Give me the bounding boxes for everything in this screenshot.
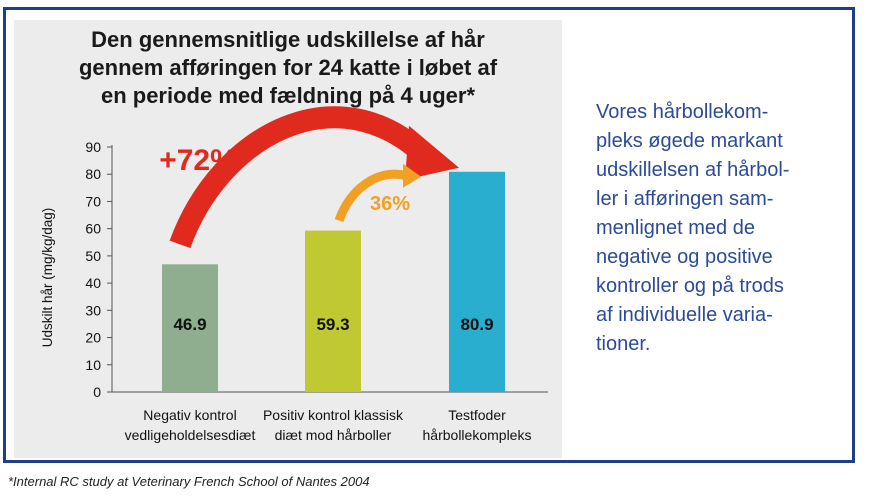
x-tick-label: Negativ kontrol (143, 407, 236, 423)
bar (162, 264, 218, 392)
side-text-line: menlignet med de (596, 217, 755, 239)
bar (449, 171, 505, 392)
increase-annotation-label: 36% (370, 193, 410, 215)
bar (305, 230, 361, 392)
y-tick-label: 40 (85, 275, 101, 291)
x-tick-label: hårbollekompleks (423, 427, 532, 443)
footnote: *Internal RC study at Veterinary French … (8, 474, 370, 489)
side-description: Vores hårbollekom- pleks øgede markant u… (596, 98, 836, 359)
x-tick-label: Positiv kontrol klassisk (263, 407, 404, 423)
y-tick-label: 0 (93, 384, 101, 400)
increase-annotation-label: +72% (159, 144, 237, 177)
increase-arrow-head (405, 125, 459, 180)
increase-arrow-shaft (334, 169, 409, 223)
chart-title-line: en periode med fældning på 4 uger* (100, 83, 476, 108)
chart-title-line: Den gennemsnitlige udskillelse af hår (91, 27, 485, 52)
side-text-line: udskillelsen af hårbol- (596, 159, 790, 181)
x-tick-label: vedligeholdelsesdiæt (125, 427, 256, 443)
side-text-line: kontroller og på trods (596, 275, 784, 297)
side-text-line: pleks øgede markant (596, 130, 783, 152)
side-text-line: ler i afføringen sam- (596, 188, 774, 210)
bar-value-label: 59.3 (316, 315, 349, 334)
x-tick-label: Testfoder (448, 407, 506, 423)
bar-value-label: 80.9 (460, 315, 493, 334)
increase-arrow-shaft (169, 106, 437, 249)
bar-value-label: 46.9 (173, 315, 206, 334)
x-tick-label: diæt mod hårboller (275, 427, 392, 443)
side-text-line: af individuelle varia- (596, 304, 773, 326)
y-tick-label: 90 (85, 139, 101, 155)
y-tick-label: 30 (85, 302, 101, 318)
chart-title-line: gennem afføringen for 24 katte i løbet a… (78, 55, 498, 80)
y-tick-label: 70 (85, 193, 101, 209)
side-text-line: Vores hårbollekom- (596, 101, 769, 123)
chart-title: Den gennemsnitlige udskillelse af hår ge… (14, 26, 562, 110)
side-text-line: tioner. (596, 333, 651, 355)
y-tick-label: 50 (85, 248, 101, 264)
y-tick-label: 80 (85, 166, 101, 182)
y-tick-label: 20 (85, 330, 101, 346)
y-tick-label: 10 (85, 357, 101, 373)
increase-arrow-head (403, 163, 421, 188)
y-tick-label: 60 (85, 221, 101, 237)
side-text-line: negative og positive (596, 246, 773, 268)
y-axis-label: Udskilt hår (mg/kg/dag) (40, 208, 55, 348)
